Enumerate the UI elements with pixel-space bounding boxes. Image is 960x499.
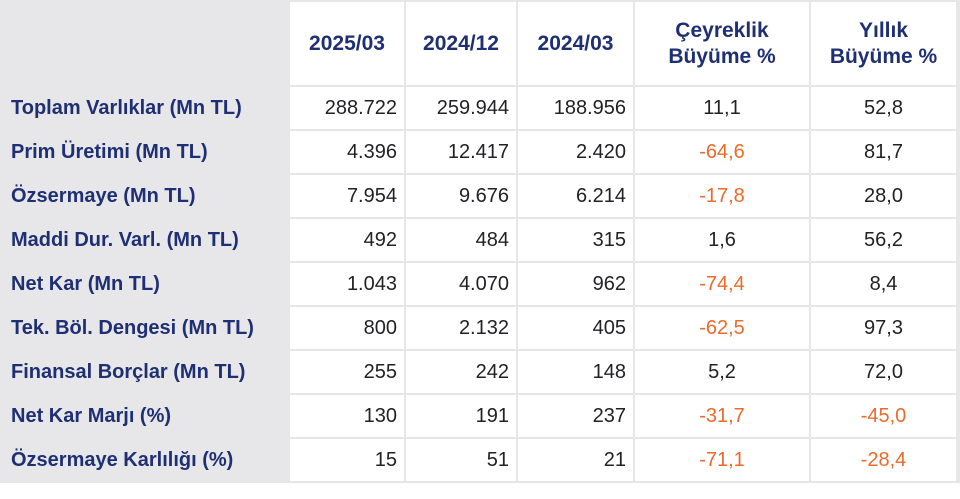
growth-cell: 56,2 [811, 219, 956, 261]
row-label: Prim Üretimi (Mn TL) [2, 131, 288, 173]
table-row: Finansal Borçlar (Mn TL) 255 242 148 5,2… [2, 351, 956, 393]
table-row: Maddi Dur. Varl. (Mn TL) 492 484 315 1,6… [2, 219, 956, 261]
column-header: 2025/03 [290, 2, 404, 85]
growth-cell: -64,6 [635, 131, 809, 173]
value-cell: 315 [518, 219, 633, 261]
growth-cell: 11,1 [635, 87, 809, 129]
value-cell: 7.954 [290, 175, 404, 217]
row-label: Maddi Dur. Varl. (Mn TL) [2, 219, 288, 261]
row-label: Tek. Böl. Dengesi (Mn TL) [2, 307, 288, 349]
value-cell: 191 [406, 395, 516, 437]
value-cell: 51 [406, 439, 516, 481]
growth-cell: 5,2 [635, 351, 809, 393]
value-cell: 242 [406, 351, 516, 393]
table-row: Özsermaye (Mn TL) 7.954 9.676 6.214 -17,… [2, 175, 956, 217]
table-row: Özsermaye Karlılığı (%) 15 51 21 -71,1 -… [2, 439, 956, 481]
column-header: Yıllık Büyüme % [811, 2, 956, 85]
value-cell: 130 [290, 395, 404, 437]
value-cell: 237 [518, 395, 633, 437]
financial-summary-table: 2025/03 2024/12 2024/03 Çeyreklik Büyüme… [2, 2, 956, 481]
value-cell: 4.396 [290, 131, 404, 173]
row-label: Finansal Borçlar (Mn TL) [2, 351, 288, 393]
value-cell: 4.070 [406, 263, 516, 305]
value-cell: 492 [290, 219, 404, 261]
growth-cell: 97,3 [811, 307, 956, 349]
growth-cell: -74,4 [635, 263, 809, 305]
value-cell: 21 [518, 439, 633, 481]
value-cell: 6.214 [518, 175, 633, 217]
table-row: Tek. Böl. Dengesi (Mn TL) 800 2.132 405 … [2, 307, 956, 349]
value-cell: 12.417 [406, 131, 516, 173]
financial-summary-panel: 2025/03 2024/12 2024/03 Çeyreklik Büyüme… [0, 0, 960, 483]
value-cell: 484 [406, 219, 516, 261]
growth-cell: -17,8 [635, 175, 809, 217]
growth-cell: 72,0 [811, 351, 956, 393]
value-cell: 148 [518, 351, 633, 393]
table-row: Toplam Varlıklar (Mn TL) 288.722 259.944… [2, 87, 956, 129]
column-header: Çeyreklik Büyüme % [635, 2, 809, 85]
value-cell: 405 [518, 307, 633, 349]
growth-cell: 52,8 [811, 87, 956, 129]
table-row: Prim Üretimi (Mn TL) 4.396 12.417 2.420 … [2, 131, 956, 173]
growth-cell: -45,0 [811, 395, 956, 437]
growth-cell: -71,1 [635, 439, 809, 481]
value-cell: 15 [290, 439, 404, 481]
value-cell: 255 [290, 351, 404, 393]
value-cell: 1.043 [290, 263, 404, 305]
row-label: Özsermaye Karlılığı (%) [2, 439, 288, 481]
value-cell: 962 [518, 263, 633, 305]
row-label: Özsermaye (Mn TL) [2, 175, 288, 217]
growth-cell: -62,5 [635, 307, 809, 349]
growth-cell: 8,4 [811, 263, 956, 305]
table-row: Net Kar Marjı (%) 130 191 237 -31,7 -45,… [2, 395, 956, 437]
value-cell: 2.420 [518, 131, 633, 173]
growth-cell: -31,7 [635, 395, 809, 437]
value-cell: 188.956 [518, 87, 633, 129]
row-label: Toplam Varlıklar (Mn TL) [2, 87, 288, 129]
row-label: Net Kar (Mn TL) [2, 263, 288, 305]
growth-cell: -28,4 [811, 439, 956, 481]
column-header: 2024/03 [518, 2, 633, 85]
growth-cell: 28,0 [811, 175, 956, 217]
value-cell: 9.676 [406, 175, 516, 217]
table-row: Net Kar (Mn TL) 1.043 4.070 962 -74,4 8,… [2, 263, 956, 305]
value-cell: 800 [290, 307, 404, 349]
growth-cell: 1,6 [635, 219, 809, 261]
row-label: Net Kar Marjı (%) [2, 395, 288, 437]
value-cell: 288.722 [290, 87, 404, 129]
column-header: 2024/12 [406, 2, 516, 85]
value-cell: 259.944 [406, 87, 516, 129]
header-corner-cell [2, 2, 288, 85]
value-cell: 2.132 [406, 307, 516, 349]
header-row: 2025/03 2024/12 2024/03 Çeyreklik Büyüme… [2, 2, 956, 85]
growth-cell: 81,7 [811, 131, 956, 173]
